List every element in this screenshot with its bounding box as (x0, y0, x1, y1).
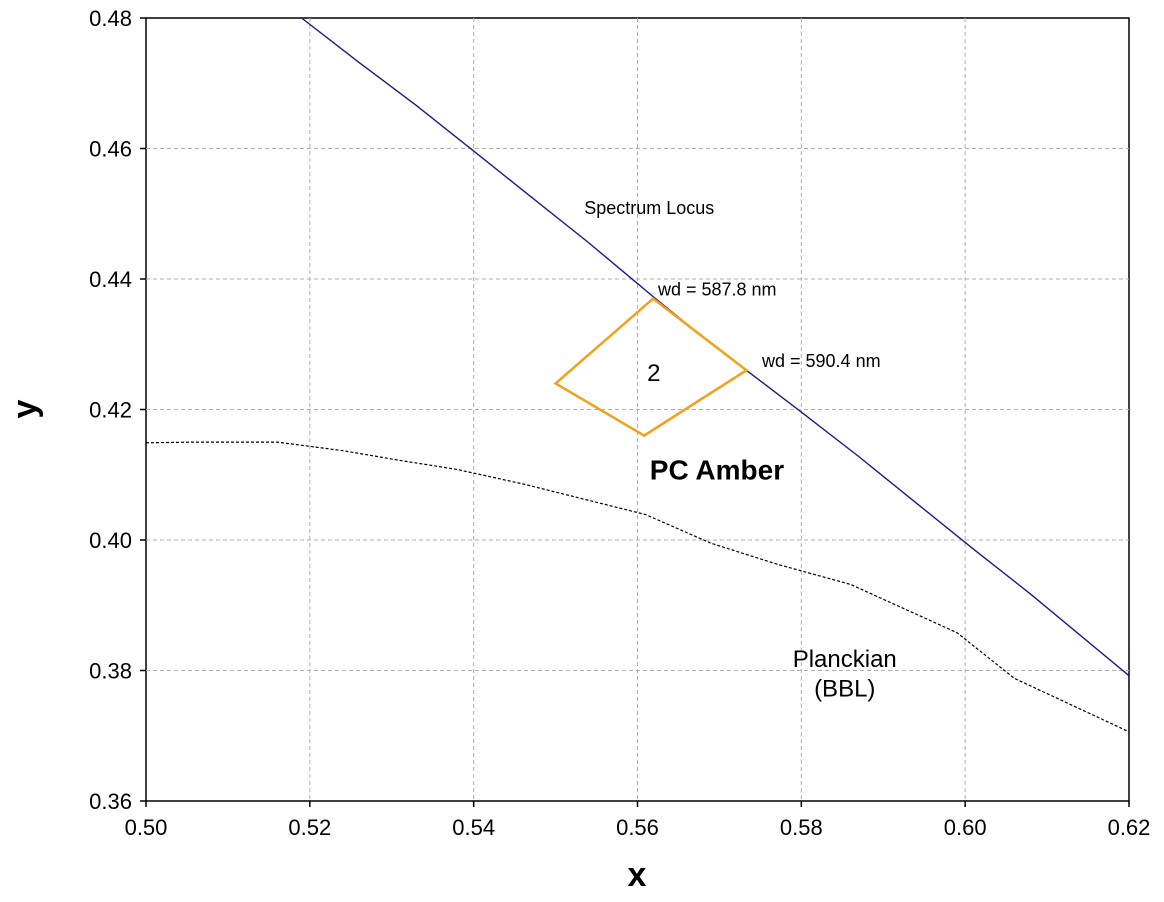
pc-amber-bin-label: 2 (647, 360, 660, 387)
x-tick-label: 0.58 (780, 815, 823, 840)
tick-labels: 0.50 0.52 0.54 0.56 0.58 0.60 0.62 0.36 0.38 0.40… (89, 6, 1150, 840)
y-tick-label: 0.38 (89, 659, 132, 684)
y-tick-label: 0.46 (89, 137, 132, 162)
x-tick-label: 0.54 (452, 815, 495, 840)
spectrum-locus-label: Spectrum Locus (584, 198, 714, 218)
x-tick-label: 0.50 (125, 815, 168, 840)
y-tick-label: 0.36 (89, 789, 132, 814)
region-layer: 2 (553, 296, 749, 438)
x-tick-label: 0.60 (944, 815, 987, 840)
planckian-bbl-line (145, 441, 1130, 733)
wd-587-label: wd = 587.8 nm (657, 279, 777, 299)
annotation-layer: Spectrum Locus wd = 587.8 nm wd = 590.4 nm… (584, 198, 897, 703)
pc-amber-bin-polygon (553, 296, 749, 438)
x-tick-label: 0.62 (1108, 815, 1151, 840)
wd-590-label: wd = 590.4 nm (761, 351, 881, 371)
y-tick-label: 0.44 (89, 267, 132, 292)
y-axis-title: y (6, 399, 44, 418)
bbl-label: (BBL) (814, 676, 875, 703)
grid-lines (146, 18, 1129, 801)
x-tick-label: 0.56 (616, 815, 659, 840)
x-axis-title: x (628, 856, 647, 894)
y-tick-label: 0.42 (89, 398, 132, 423)
pc-amber-label: PC Amber (650, 454, 784, 485)
x-tick-label: 0.52 (288, 815, 331, 840)
y-tick-label: 0.40 (89, 528, 132, 553)
y-tick-label: 0.48 (89, 6, 132, 31)
planckian-label: Planckian (793, 646, 897, 673)
